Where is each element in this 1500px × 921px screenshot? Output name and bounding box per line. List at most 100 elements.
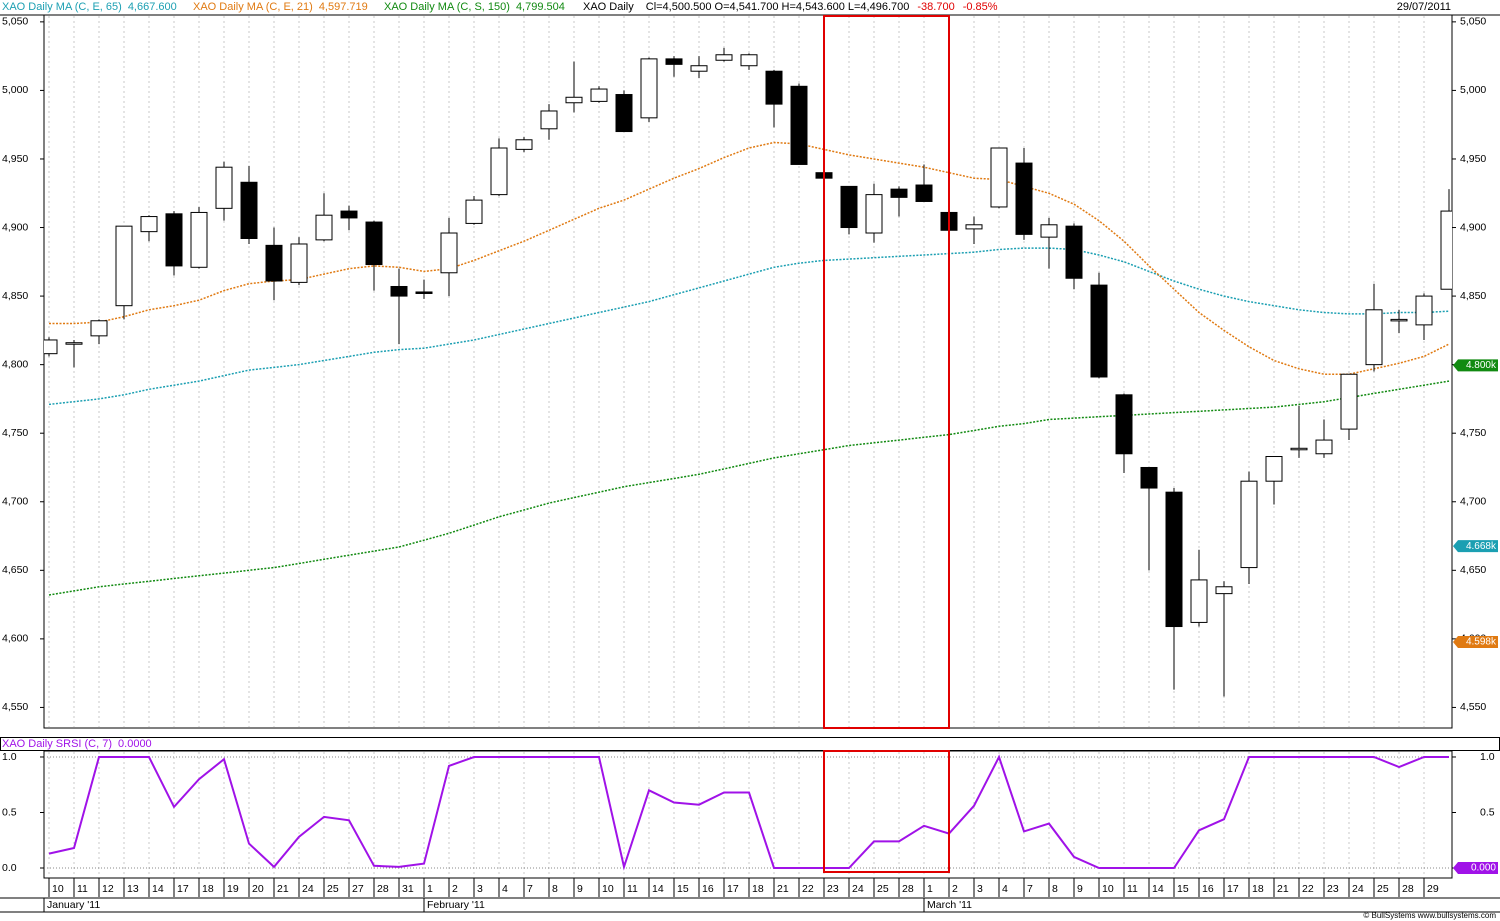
candle-body <box>65 342 83 345</box>
candle-body <box>1040 224 1058 238</box>
y-tick-label: 4,600 <box>2 633 28 645</box>
candle-body <box>1190 579 1208 623</box>
candle-body <box>540 110 558 130</box>
price-tag-label: 4.598k <box>1466 637 1497 648</box>
legend-name: XAO Daily MA (C, E, 21) <box>193 1 313 13</box>
x-tick-label: 29 <box>1427 883 1439 895</box>
x-tick-label: 9 <box>1077 883 1083 895</box>
highlight-box <box>823 15 950 729</box>
y-tick-label: 4,750 <box>2 427 28 439</box>
x-tick-label: 24 <box>302 883 314 895</box>
y-tick-label: 4,850 <box>2 290 28 302</box>
x-tick-label: 28 <box>1402 883 1414 895</box>
candle-body <box>1390 318 1408 322</box>
x-tick-label: 19 <box>227 883 239 895</box>
x-tick-label: 8 <box>552 883 558 895</box>
candle-body <box>665 58 683 65</box>
candle-body <box>990 147 1008 208</box>
x-tick-label: 14 <box>652 883 664 895</box>
legend-value: 0.0000 <box>118 738 152 750</box>
legend-name: XAO Daily MA (C, E, 65) <box>2 1 122 13</box>
x-tick-label: 13 <box>127 883 139 895</box>
x-tick-label: 1 <box>927 883 933 895</box>
highlight-box <box>823 750 950 873</box>
x-tick-label: 25 <box>327 883 339 895</box>
x-tick-label: 2 <box>452 883 458 895</box>
x-tick-label: 8 <box>1052 883 1058 895</box>
x-tick-label: 15 <box>1177 883 1189 895</box>
y-tick-label: 4,700 <box>1460 496 1486 508</box>
candle-body <box>1115 394 1133 455</box>
y-tick-label: 4,550 <box>2 701 28 713</box>
x-tick-label: 18 <box>752 883 764 895</box>
y-tick-label: 4,550 <box>1460 701 1486 713</box>
x-tick-label: 20 <box>252 883 264 895</box>
x-tick-label: 17 <box>177 883 189 895</box>
legend-entry: XAO Daily MA (C, E, 65) 4,667.600 <box>2 1 177 13</box>
y-tick-label: 4,650 <box>2 564 28 576</box>
candle-body <box>890 188 908 198</box>
x-tick-label: 22 <box>1302 883 1314 895</box>
candle-body <box>715 54 733 61</box>
change: -38.700 <box>917 1 954 13</box>
candle-body <box>165 213 183 267</box>
y-tick-label: 1.0 <box>1480 751 1495 763</box>
quote: XAO Daily Cl=4,500.500 O=4,541.700 H=4,54… <box>583 1 998 13</box>
candle-body <box>140 216 158 233</box>
quote-values: Cl=4,500.500 O=4,541.700 H=4,543.600 L=4… <box>646 1 910 13</box>
candle-body <box>390 285 408 297</box>
x-tick-label: 23 <box>1327 883 1339 895</box>
y-tick-label: 5,000 <box>2 84 28 96</box>
candle-body <box>515 139 533 150</box>
y-tick-label: 4,750 <box>1460 427 1486 439</box>
x-tick-label: 12 <box>102 883 114 895</box>
x-tick-label: 11 <box>627 883 638 895</box>
legend-name: XAO Daily MA (C, S, 150) <box>384 1 510 13</box>
candle-body <box>1140 466 1158 489</box>
candle-body <box>615 94 633 133</box>
x-tick-label: 4 <box>502 883 508 895</box>
y-tick-label: 0.5 <box>2 806 17 818</box>
y-tick-label: 4,950 <box>2 153 28 165</box>
x-tick-label: 11 <box>77 883 88 895</box>
candle-body <box>740 54 758 67</box>
candle-body <box>290 243 308 283</box>
indicator-line <box>48 754 1449 871</box>
candle-body <box>240 181 258 239</box>
candle-body <box>640 58 658 119</box>
candle-body <box>1090 284 1108 378</box>
x-tick-label: 10 <box>602 883 614 895</box>
month-label: January '11 <box>47 899 100 911</box>
y-tick-label: 1.0 <box>2 751 17 763</box>
candle-body <box>90 320 108 337</box>
date: 29/07/2011 <box>1397 1 1451 13</box>
candle-body <box>690 65 708 72</box>
y-tick-label: 4,950 <box>1460 153 1486 165</box>
indicator-plot <box>44 754 1452 871</box>
x-tick-label: 18 <box>202 883 214 895</box>
candle-body <box>1315 439 1333 455</box>
x-tick-label: 10 <box>52 883 64 895</box>
candle-body <box>840 185 858 229</box>
legend-entry: XAO Daily MA (C, S, 150) 4,799.504 <box>384 1 565 13</box>
y-tick-label: 4,900 <box>1460 221 1486 233</box>
candle-body <box>790 85 808 165</box>
candle-body <box>1215 586 1233 595</box>
price-tag <box>1453 540 1498 553</box>
footer: © BullSystems www.bullsystems.com <box>1363 911 1496 920</box>
x-tick-label: 3 <box>477 883 483 895</box>
candle-body <box>215 166 233 209</box>
candle-body <box>415 291 433 294</box>
y-tick-label: 4,650 <box>1460 564 1486 576</box>
x-tick-label: 2 <box>952 883 958 895</box>
candle-body <box>315 214 333 241</box>
candle-body <box>1365 309 1383 366</box>
candle-body <box>265 244 283 282</box>
x-tick-label: 23 <box>827 883 839 895</box>
y-tick-label: 4,900 <box>2 221 28 233</box>
x-tick-label: 21 <box>777 883 789 895</box>
legend-entry: XAO Daily MA (C, E, 21) 4,597.719 <box>193 1 368 13</box>
candle-body <box>1265 456 1283 482</box>
candle-body <box>1340 373 1358 430</box>
